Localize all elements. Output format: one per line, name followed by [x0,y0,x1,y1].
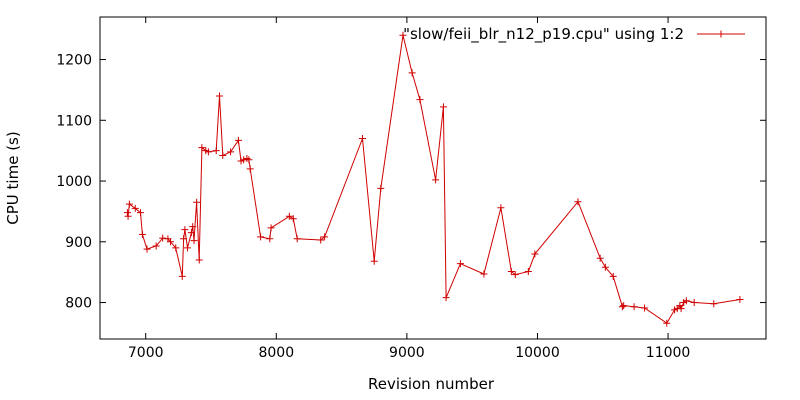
data-point [143,245,151,253]
data-point [456,260,464,268]
data-point [289,215,297,223]
data-point [245,156,253,164]
data-point [195,256,203,264]
data-point [212,147,220,155]
data-point [285,212,293,220]
data-point [710,300,718,308]
data-point [690,299,698,307]
data-point [531,250,539,258]
series-layer [123,31,744,327]
y-tick-label: 1000 [56,174,92,190]
data-point [136,209,144,217]
data-point [618,303,626,311]
data-point [125,200,133,208]
data-point [178,272,186,280]
data-point [189,223,197,231]
data-point [293,235,301,243]
data-point [321,233,329,241]
data-point [609,272,617,280]
y-axis-title: CPU time (s) [4,131,22,224]
legend-label: "slow/feii_blr_n12_p19.cpu" using 1:2 [403,25,684,44]
data-point [131,204,139,212]
x-axis-title: Revision number [368,375,495,393]
data-point [524,268,532,276]
data-point [358,135,366,143]
data-point [663,319,671,327]
data-point [138,231,146,239]
data-point [511,271,519,279]
data-point [736,296,744,304]
data-point [198,144,206,152]
data-point [370,257,378,265]
data-point [641,304,649,312]
data-point [193,198,201,206]
data-point [620,302,628,310]
data-point [601,263,609,271]
data-point [172,244,180,252]
x-tick-label: 11000 [646,345,691,361]
data-point [399,31,407,39]
legend-marker [717,30,725,38]
data-point [246,165,254,173]
data-point [677,305,685,313]
x-tick-label: 7000 [128,345,164,361]
x-tick-label: 9000 [389,345,425,361]
data-point [317,236,325,244]
data-point [266,235,274,243]
y-tick-label: 900 [65,235,92,251]
data-point [507,268,515,276]
data-point [124,212,132,220]
data-point [152,242,160,250]
data-point [123,209,131,217]
y-tick-label: 800 [65,296,92,312]
data-point [267,224,275,232]
data-point [204,148,212,156]
data-point [234,136,242,144]
legend-plus-marker [717,30,725,38]
data-point [215,92,223,100]
data-point [159,234,167,242]
data-point [497,204,505,212]
data-point [480,270,488,278]
data-point [574,198,582,206]
plot-frame [99,16,767,340]
data-point [181,226,189,234]
data-point [377,184,385,192]
x-tick-label: 10000 [515,345,560,361]
data-point [167,238,175,246]
data-point [190,237,198,245]
data-point [682,297,690,305]
data-point [630,303,638,311]
legend: "slow/feii_blr_n12_p19.cpu" using 1:2 [403,25,745,44]
data-point [408,69,416,77]
x-axis: 7000 8000 9000 10000 11000 [128,17,690,361]
data-point [180,235,188,243]
data-point [432,176,440,184]
data-point [219,152,227,160]
series-line [126,35,740,324]
data-point [596,254,604,262]
y-tick-label: 1200 [56,53,92,69]
data-point [187,229,195,237]
x-tick-label: 8000 [258,345,294,361]
data-point [442,294,450,302]
data-point [676,302,684,310]
y-axis: 800 900 1000 1100 1200 [56,53,766,312]
data-point [439,103,447,111]
data-point [257,233,265,241]
data-point [227,148,235,156]
data-point [416,96,424,104]
data-point [183,244,191,252]
y-tick-label: 1100 [56,113,92,129]
